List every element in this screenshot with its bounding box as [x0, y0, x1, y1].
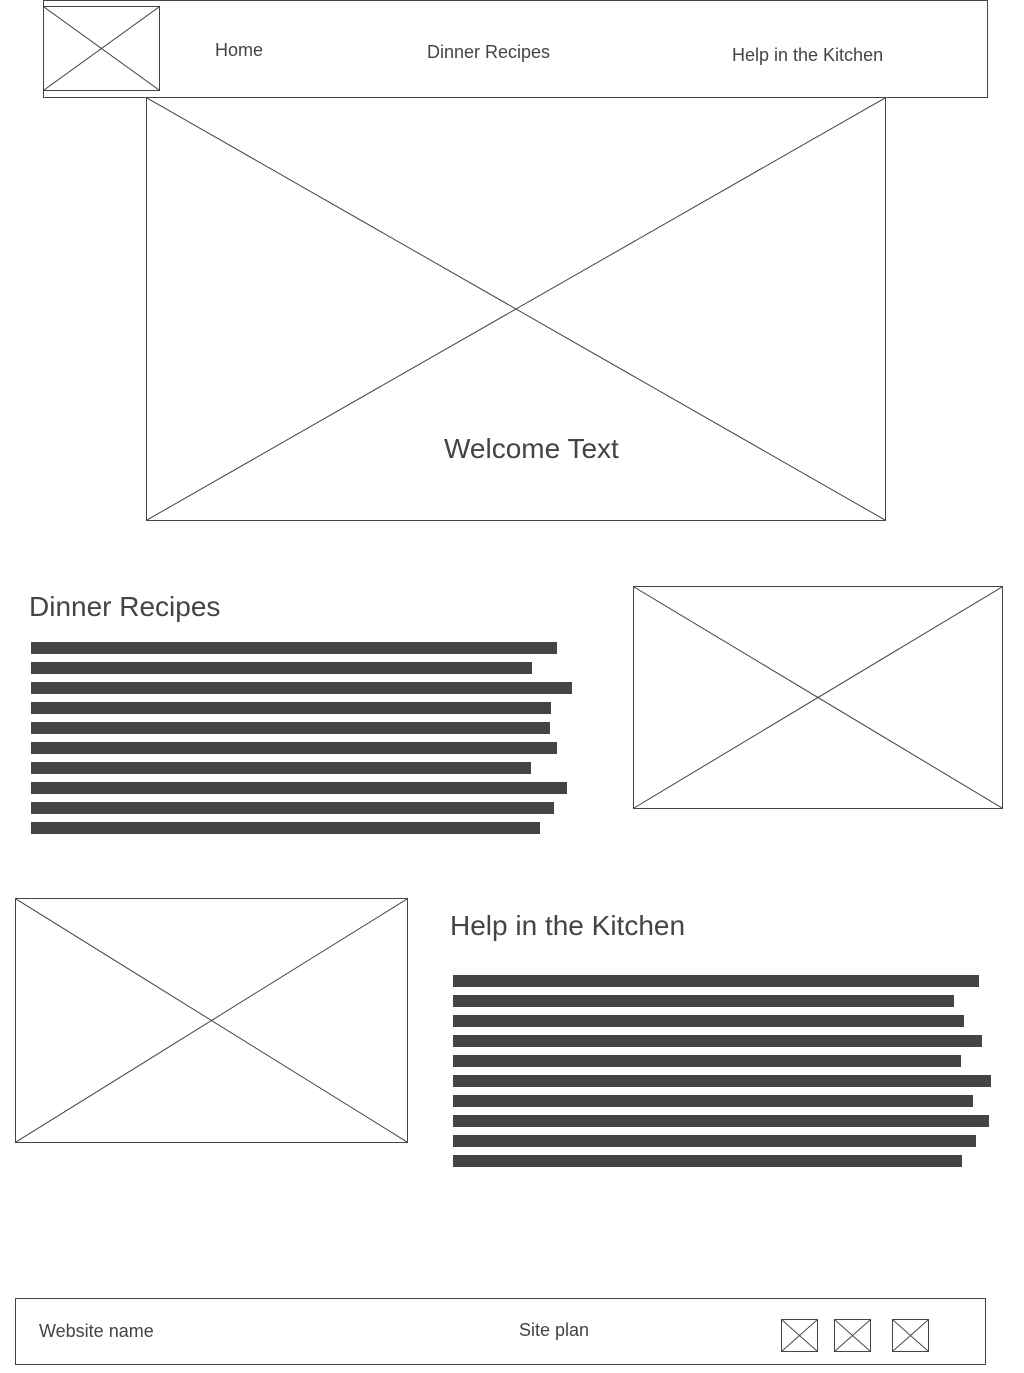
hero-image-placeholder-icon — [146, 97, 886, 521]
text-line — [453, 1015, 964, 1027]
text-line — [453, 1135, 976, 1147]
text-line — [453, 1115, 989, 1127]
text-line — [453, 1035, 982, 1047]
text-line — [31, 762, 531, 774]
logo-placeholder-icon[interactable] — [43, 6, 160, 91]
welcome-text: Welcome Text — [444, 433, 619, 464]
dinner-recipes-title: Dinner Recipes — [29, 591, 221, 622]
footer-bar — [15, 1298, 986, 1365]
text-line — [453, 1075, 991, 1087]
nav-dinner-recipes-link[interactable]: Dinner Recipes — [427, 42, 551, 62]
nav-help-kitchen-link[interactable]: Help in the Kitchen — [732, 45, 884, 65]
footer-website-name: Website name — [39, 1321, 154, 1341]
dinner-recipes-text-block — [31, 642, 576, 836]
help-kitchen-title: Help in the Kitchen — [450, 910, 686, 941]
text-line — [453, 975, 979, 987]
text-line — [453, 1155, 962, 1167]
kitchen-image-placeholder-icon — [15, 898, 408, 1143]
footer-social-icon-1[interactable] — [781, 1319, 818, 1352]
text-line — [453, 995, 954, 1007]
nav-home-link[interactable]: Home — [215, 40, 264, 60]
text-line — [31, 662, 532, 674]
text-line — [31, 782, 567, 794]
text-line — [31, 642, 557, 654]
dinner-recipes-image-placeholder-icon — [633, 586, 1003, 809]
text-line — [31, 802, 554, 814]
help-kitchen-text-block — [453, 975, 993, 1169]
text-line — [453, 1095, 973, 1107]
footer-site-plan-link[interactable]: Site plan — [519, 1320, 590, 1340]
text-line — [453, 1055, 961, 1067]
footer-social-icon-2[interactable] — [834, 1319, 871, 1352]
text-line — [31, 682, 572, 694]
footer-social-icon-3[interactable] — [892, 1319, 929, 1352]
text-line — [31, 822, 540, 834]
text-line — [31, 722, 550, 734]
text-line — [31, 702, 551, 714]
text-line — [31, 742, 557, 754]
